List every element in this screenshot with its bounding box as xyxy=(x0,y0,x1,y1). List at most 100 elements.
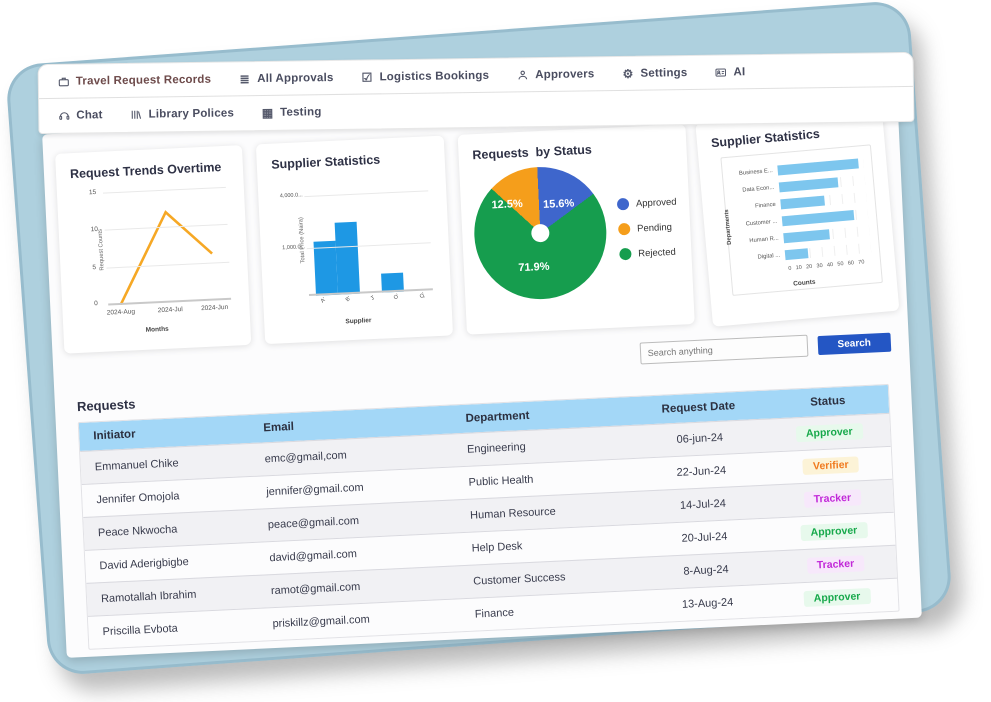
x-tick-label: 10 xyxy=(795,264,802,272)
chart-title: Supplier Statistics xyxy=(270,152,381,172)
y-tick-label: 0 xyxy=(93,300,98,308)
nav-item-label: All Approvals xyxy=(257,71,334,85)
x-tick-label: 40 xyxy=(826,262,833,269)
id-card-icon xyxy=(714,65,727,78)
cell-initiator: Emmanuel Chike xyxy=(94,457,179,474)
bar-slot xyxy=(399,179,427,292)
cell-request-date: 13-Aug-24 xyxy=(681,596,734,611)
cell-email: jennifer@gmail.com xyxy=(266,481,364,499)
x-tick-label: 2024-Aug xyxy=(106,308,136,317)
nav-item-label: AI xyxy=(733,65,746,78)
cell-initiator: Ramotallah Ibrahim xyxy=(100,588,197,606)
x-tick-label: B' xyxy=(344,295,353,304)
bar xyxy=(779,195,825,209)
cell-request-date: 20-Jul-24 xyxy=(681,530,728,545)
nav-item-logistics-bookings[interactable]: ☑ Logistics Bookings xyxy=(360,69,489,84)
hbar-chart-plot: Departments Business E... Data Econ... Fin… xyxy=(719,144,883,296)
legend-label: Approved xyxy=(635,196,677,210)
trend-line xyxy=(103,188,232,306)
nav-item-travel-request-records[interactable]: Travel Request Records xyxy=(57,73,212,88)
legend-dot xyxy=(617,222,631,236)
bar-track xyxy=(784,242,872,260)
books-icon xyxy=(130,108,143,121)
headset-icon xyxy=(57,109,70,122)
legend-label: Rejected xyxy=(638,246,676,259)
x-tick-label: A' xyxy=(320,296,328,305)
category-label: Business E... xyxy=(738,167,773,177)
nav-item-library-polices[interactable]: Library Polices xyxy=(130,106,235,120)
cell-department: Engineering xyxy=(466,441,526,456)
category-label: Finance xyxy=(754,201,776,210)
nav-item-testing[interactable]: ▦ Testing xyxy=(261,105,322,119)
x-tick-label: 2024-Jul xyxy=(157,306,183,315)
x-axis-ticks: A' B' J' O' Q' xyxy=(310,292,434,311)
status-badge: Approver xyxy=(795,423,863,443)
nav-item-settings[interactable]: ⚙ Settings xyxy=(621,66,687,80)
category-label: Customer ... xyxy=(744,218,777,228)
cell-request-date: 8-Aug-24 xyxy=(683,563,729,578)
column-header-email: Email xyxy=(263,420,295,435)
cell-status: Verifier xyxy=(770,455,892,477)
x-tick-label: 2024-Jun xyxy=(200,303,229,313)
cell-status: Tracker xyxy=(774,554,896,576)
column-header-request-date: Request Date xyxy=(661,400,736,416)
chart-card-requests-by-status: Requests by Status 15.6% 12.5% 71.9% App… xyxy=(457,124,695,335)
cell-initiator: Peace Nkwocha xyxy=(97,523,178,540)
nav-bar: Travel Request Records ≣ All Approvals ☑ Log… xyxy=(37,51,915,135)
x-axis-label: Counts xyxy=(792,278,816,288)
cell-status: Approver xyxy=(768,422,890,444)
nav-item-label: Chat xyxy=(76,108,103,122)
category-label: Data Econ... xyxy=(741,184,775,194)
nav-item-label: Travel Request Records xyxy=(75,73,212,88)
briefcase-icon xyxy=(57,75,70,88)
search-button[interactable]: Search xyxy=(817,332,892,355)
nav-item-all-approvals[interactable]: ≣ All Approvals xyxy=(238,71,333,85)
pie-wrap: 15.6% 12.5% 71.9% Approved Pending Rejecte… xyxy=(471,161,681,303)
cell-request-date: 06-jun-24 xyxy=(676,431,724,446)
chart-card-supplier-bars: Supplier Statistics Total Price (Naira) … xyxy=(256,135,453,345)
y-tick-label: 10 xyxy=(90,226,99,234)
nav-item-chat[interactable]: Chat xyxy=(57,108,103,122)
legend-item-rejected: Rejected xyxy=(619,246,679,261)
nav-item-approvers[interactable]: Approvers xyxy=(516,67,595,81)
bar xyxy=(782,228,830,243)
nav-item-ai[interactable]: AI xyxy=(714,65,745,78)
cell-status: Approver xyxy=(776,587,898,609)
bar xyxy=(778,176,839,192)
pie-slice-label: 15.6% xyxy=(542,197,575,212)
nav-item-label: Settings xyxy=(640,66,688,80)
pie-slice-label: 12.5% xyxy=(491,197,523,211)
status-badge: Approver xyxy=(803,587,871,608)
cell-department: Customer Success xyxy=(472,571,566,588)
x-tick-label: 20 xyxy=(805,263,813,271)
cell-request-date: 22-Jun-24 xyxy=(676,464,727,479)
bar xyxy=(334,221,360,295)
gear-icon: ⚙ xyxy=(622,66,634,81)
status-badge: Tracker xyxy=(803,489,862,508)
charts-row: Request Trends Overtime Request Counts 0… xyxy=(55,107,900,354)
legend-label: Pending xyxy=(636,221,673,235)
legend-item-pending: Pending xyxy=(617,221,678,236)
x-tick-label: 30 xyxy=(815,262,823,270)
cell-initiator: Jennifer Omojola xyxy=(96,490,180,507)
status-badge: Tracker xyxy=(806,555,865,574)
bar xyxy=(313,241,338,296)
x-axis-ticks: 2024-Aug 2024-Jul 2024-Jun xyxy=(106,303,232,320)
cell-department: Public Health xyxy=(468,473,534,489)
column-header-initiator: Initiator xyxy=(93,428,136,443)
cell-email: peace@gmail.com xyxy=(267,514,360,532)
dashboard-card: Request Trends Overtime Request Counts 0… xyxy=(42,94,922,658)
bar-chart-plot: Total Price (Naira) 1,000.0... 4,000.0... xyxy=(280,178,433,297)
nav-item-label: Library Polices xyxy=(148,106,235,121)
cell-email: priskillz@gmail.com xyxy=(272,613,371,631)
person-icon xyxy=(516,68,529,81)
x-tick-label: 50 xyxy=(836,261,844,268)
cell-initiator: Priscilla Evbota xyxy=(102,622,179,639)
cell-department: Human Resource xyxy=(469,505,556,522)
search-input[interactable] xyxy=(639,334,809,365)
x-tick-label: J' xyxy=(369,294,377,302)
list-icon: ≣ xyxy=(239,71,250,86)
x-axis-label: Months xyxy=(145,325,169,334)
column-header-status: Status xyxy=(809,394,846,409)
